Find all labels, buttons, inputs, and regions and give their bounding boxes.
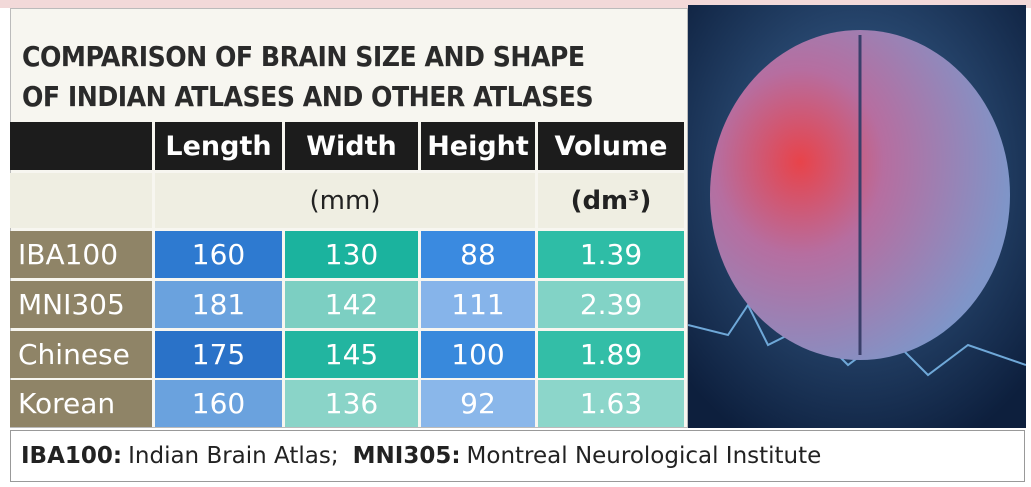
unit-cell: [10, 173, 152, 228]
footer-definition: Montreal Neurological Institute: [466, 443, 822, 469]
column-header: Volume: [538, 122, 684, 170]
unit-cell: (mm): [155, 173, 535, 228]
table-cell: 145: [285, 331, 418, 378]
title-line: COMPARISON OF BRAIN SIZE AND SHAPE: [22, 40, 585, 73]
table-cell: 88: [421, 231, 535, 278]
top-strip: [0, 0, 1031, 8]
brain-image: [688, 5, 1026, 428]
table-cell: 1.89: [538, 331, 684, 378]
row-label: Chinese: [10, 331, 152, 378]
table-cell: 111: [421, 281, 535, 328]
footer-term: IBA100:: [21, 443, 123, 469]
table-cell: 181: [155, 281, 282, 328]
table-cell: 142: [285, 281, 418, 328]
table-cell: 160: [155, 231, 282, 278]
column-header: Length: [155, 122, 282, 170]
table-cell: 160: [155, 380, 282, 427]
row-label: Korean: [10, 380, 152, 427]
header-cell: [10, 122, 152, 170]
table-cell: 1.63: [538, 380, 684, 427]
footer-term: MNI305:: [352, 443, 461, 469]
table-cell: 1.39: [538, 231, 684, 278]
column-header: Width: [285, 122, 418, 170]
table-cell: 175: [155, 331, 282, 378]
table-cell: 2.39: [538, 281, 684, 328]
row-label: MNI305: [10, 281, 152, 328]
table-cell: 130: [285, 231, 418, 278]
column-header: Height: [421, 122, 535, 170]
table-cell: 100: [421, 331, 535, 378]
unit-cell: (dm³): [538, 173, 684, 228]
table-cell: 136: [285, 380, 418, 427]
table-cell: 92: [421, 380, 535, 427]
footer-definition: Indian Brain Atlas;: [128, 443, 339, 469]
title-line: OF INDIAN ATLASES AND OTHER ATLASES: [22, 80, 594, 113]
footer: IBA100: Indian Brain Atlas; MNI305: Montrea…: [10, 430, 1025, 482]
row-label: IBA100: [10, 231, 152, 278]
